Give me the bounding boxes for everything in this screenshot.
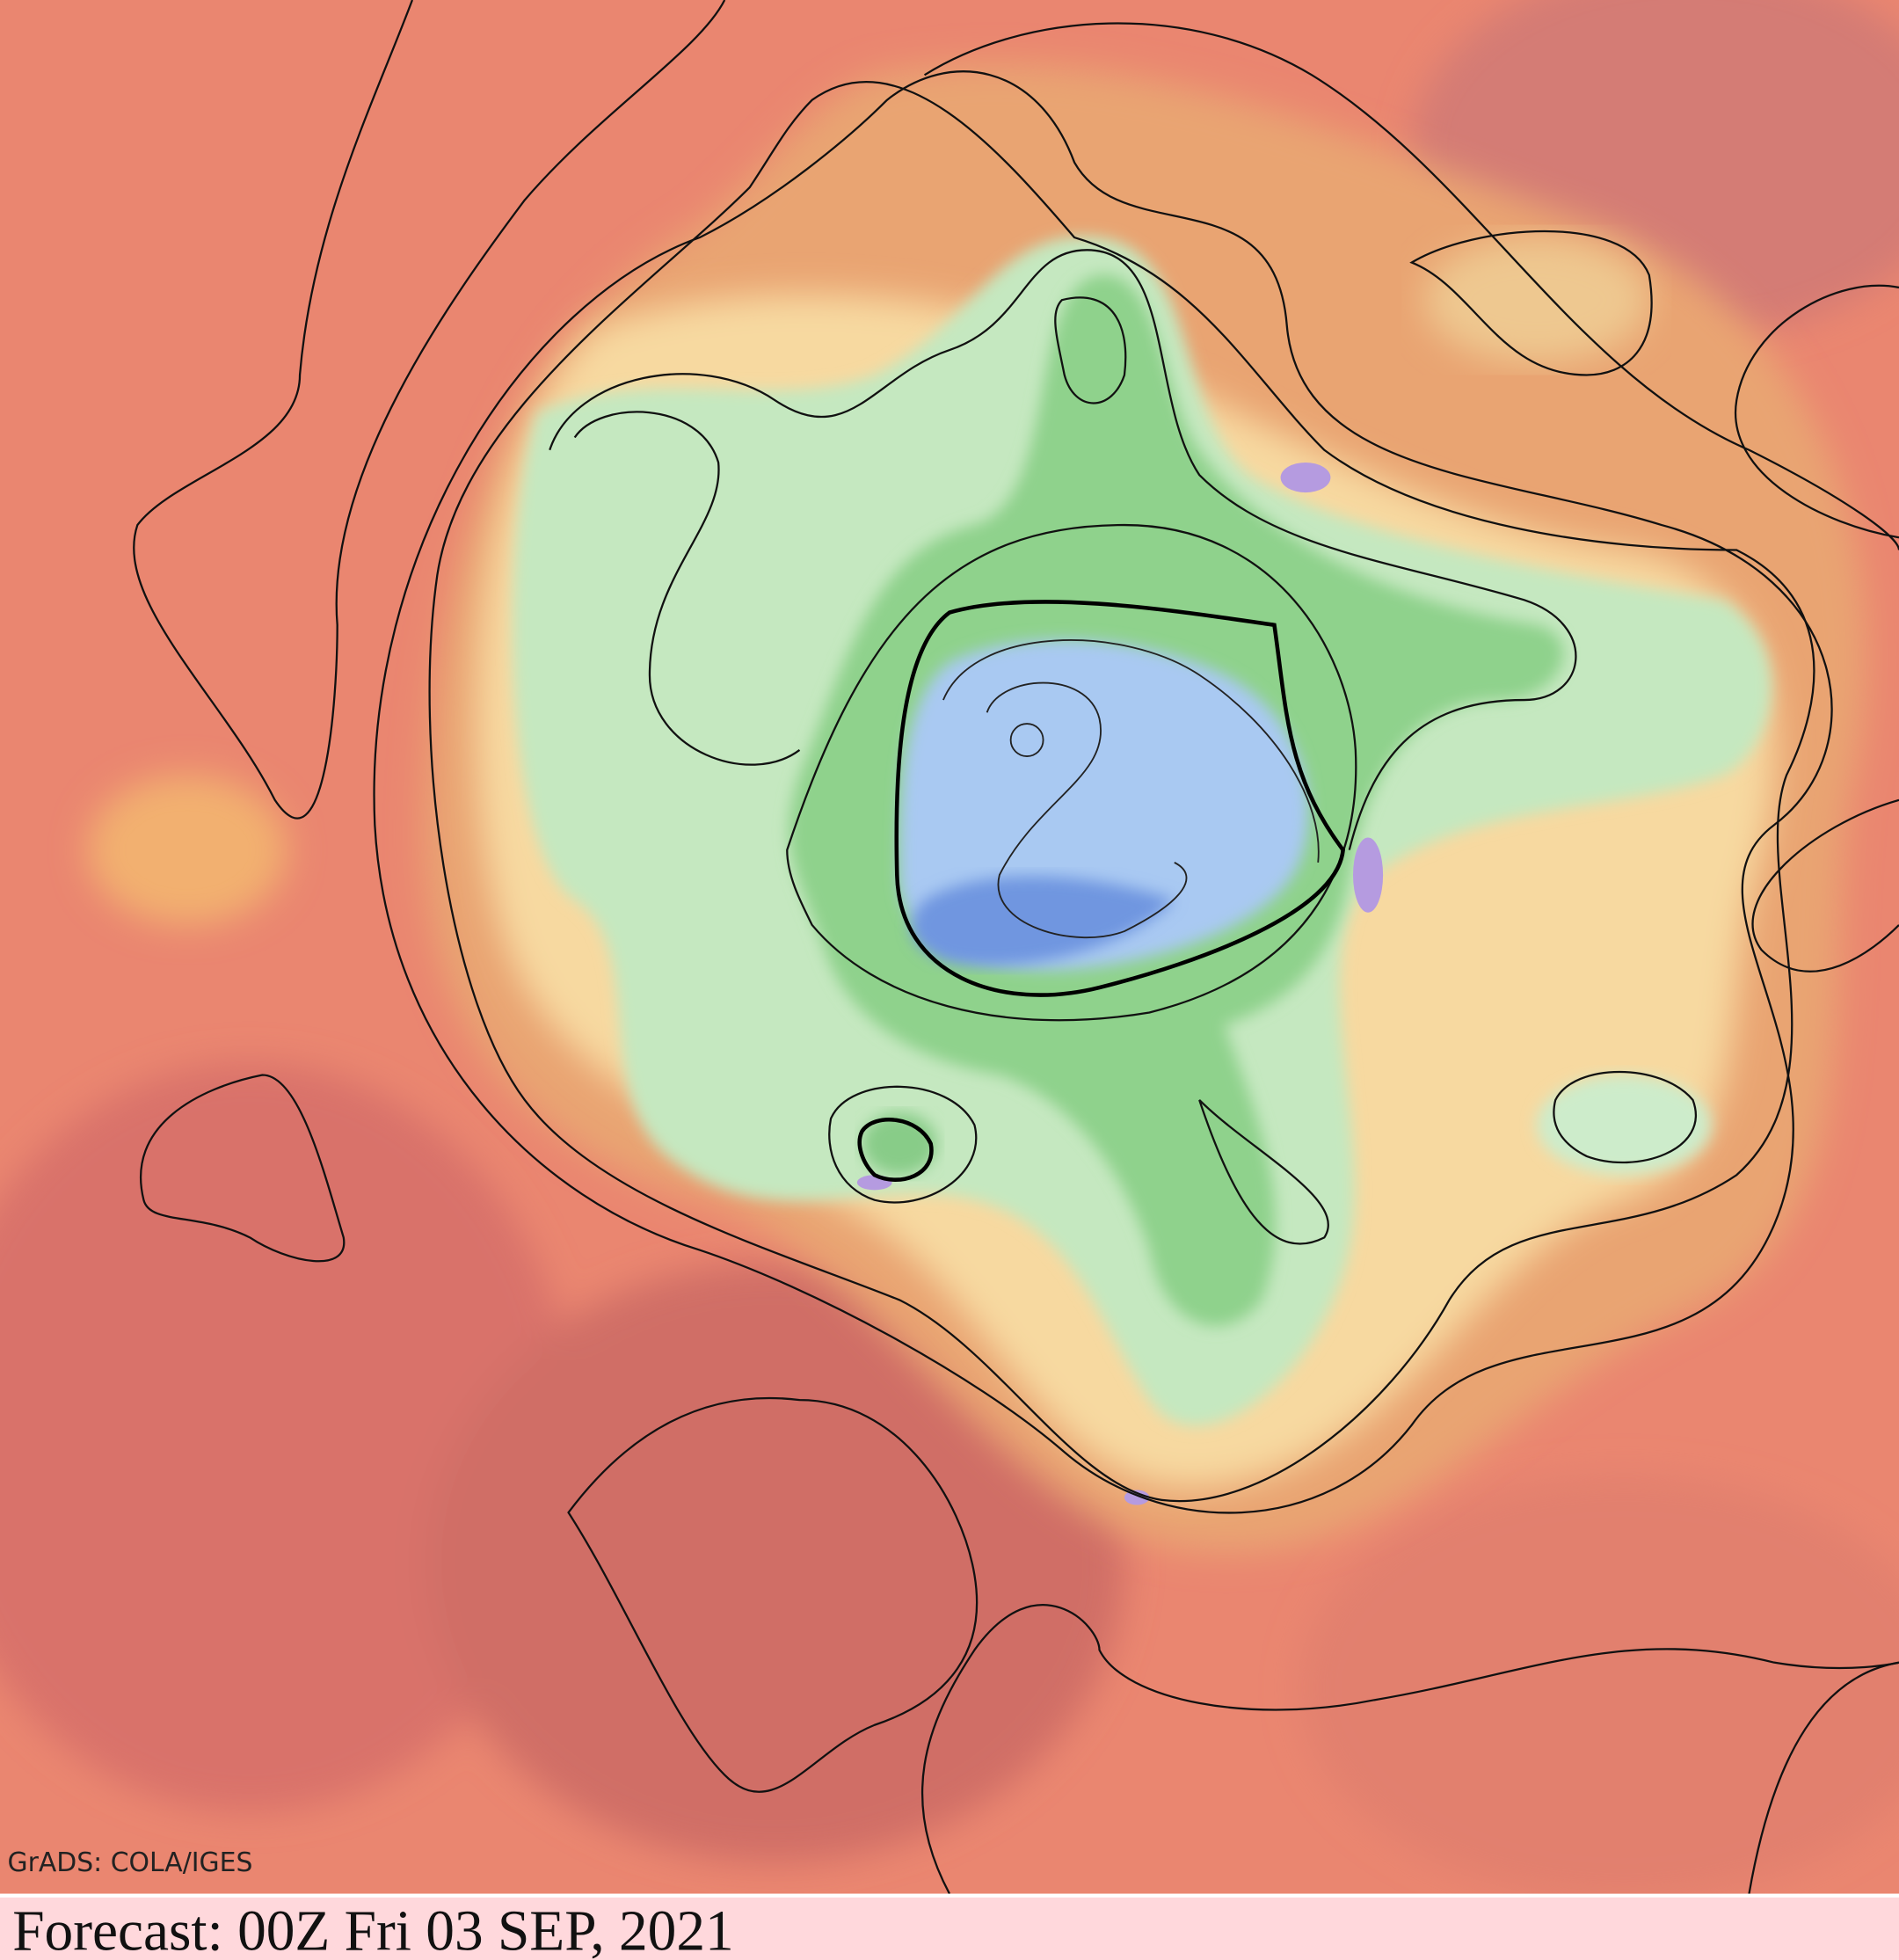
map-area: GrADS: COLA/IGES bbox=[0, 0, 1899, 1900]
warm-regions bbox=[0, 0, 1899, 1900]
bold-contours bbox=[857, 600, 1345, 1182]
cold-core-deep bbox=[911, 876, 1175, 966]
tan-cell bbox=[1424, 237, 1649, 363]
inner-contours bbox=[942, 639, 1320, 938]
light-cell bbox=[1536, 1075, 1712, 1176]
purple-patches bbox=[856, 462, 1384, 1505]
forecast-label: Forecast: 00Z Fri 03 SEP, 2021 bbox=[12, 1900, 733, 1960]
contour-lines bbox=[133, 0, 1899, 1895]
map-credit: GrADS: COLA/IGES bbox=[8, 1847, 253, 1878]
divider bbox=[0, 1893, 1899, 1898]
footer-bar bbox=[0, 1897, 1899, 1960]
